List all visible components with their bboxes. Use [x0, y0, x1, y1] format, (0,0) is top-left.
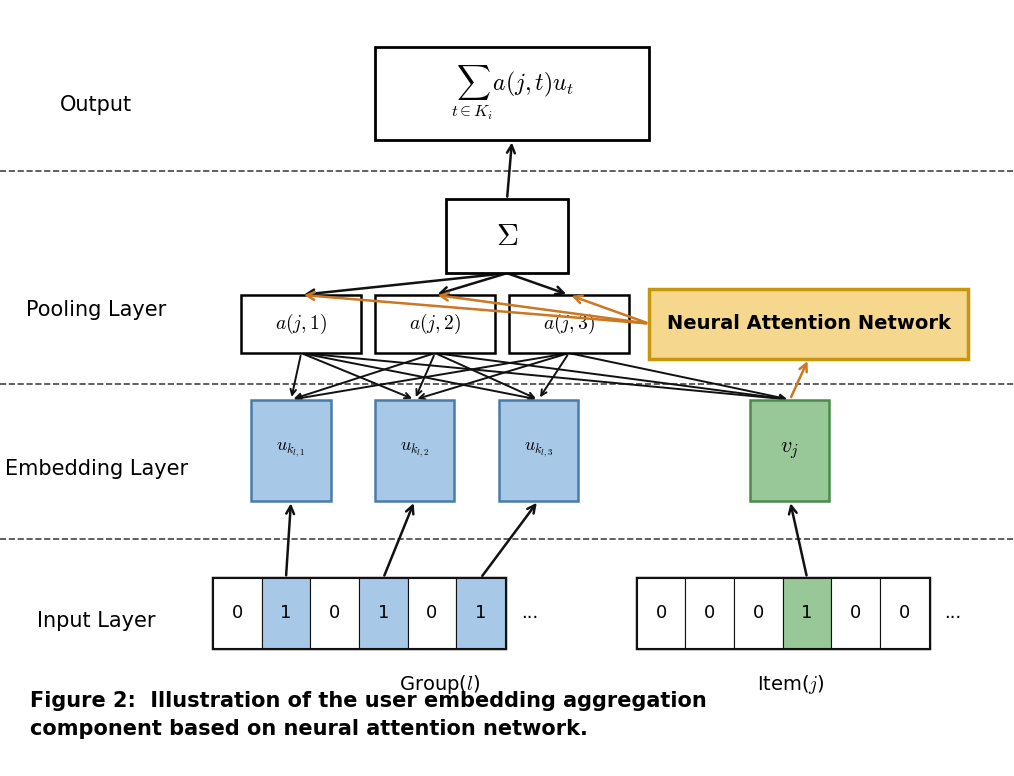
- FancyBboxPatch shape: [408, 578, 456, 648]
- Text: 1: 1: [801, 604, 813, 622]
- Text: Item($j$): Item($j$): [756, 673, 825, 696]
- FancyBboxPatch shape: [213, 578, 262, 648]
- Text: 0: 0: [231, 604, 243, 622]
- Text: $v_j$: $v_j$: [781, 439, 799, 461]
- FancyBboxPatch shape: [213, 578, 505, 648]
- FancyBboxPatch shape: [251, 400, 331, 501]
- Text: 0: 0: [329, 604, 341, 622]
- Text: 0: 0: [704, 604, 716, 622]
- Text: 1: 1: [475, 604, 487, 622]
- FancyBboxPatch shape: [359, 578, 408, 648]
- Text: 0: 0: [426, 604, 438, 622]
- FancyBboxPatch shape: [499, 400, 578, 501]
- FancyBboxPatch shape: [734, 578, 783, 648]
- FancyBboxPatch shape: [831, 578, 880, 648]
- Text: $u_{k_{l,1}}$: $u_{k_{l,1}}$: [277, 441, 305, 459]
- Text: Pooling Layer: Pooling Layer: [26, 300, 166, 320]
- FancyBboxPatch shape: [685, 578, 734, 648]
- FancyBboxPatch shape: [241, 295, 361, 353]
- Text: Embedding Layer: Embedding Layer: [5, 459, 188, 480]
- Text: 1: 1: [280, 604, 292, 622]
- FancyBboxPatch shape: [375, 295, 495, 353]
- Text: $a(j,3)$: $a(j,3)$: [542, 312, 595, 336]
- Text: Figure 2:  Illustration of the user embedding aggregation
component based on neu: Figure 2: Illustration of the user embed…: [30, 691, 707, 739]
- Text: Output: Output: [60, 95, 133, 115]
- Text: 0: 0: [655, 604, 667, 622]
- FancyBboxPatch shape: [375, 400, 454, 501]
- Text: ...: ...: [944, 604, 962, 622]
- FancyBboxPatch shape: [446, 199, 568, 273]
- FancyBboxPatch shape: [310, 578, 359, 648]
- FancyBboxPatch shape: [783, 578, 831, 648]
- FancyBboxPatch shape: [375, 47, 649, 140]
- Text: 0: 0: [898, 604, 911, 622]
- Text: $\Sigma$: $\Sigma$: [496, 222, 518, 251]
- FancyBboxPatch shape: [649, 289, 968, 359]
- Text: Neural Attention Network: Neural Attention Network: [667, 314, 950, 333]
- FancyBboxPatch shape: [880, 578, 929, 648]
- Text: 1: 1: [377, 604, 389, 622]
- FancyBboxPatch shape: [262, 578, 310, 648]
- Text: 0: 0: [850, 604, 862, 622]
- FancyBboxPatch shape: [456, 578, 505, 648]
- Text: $u_{k_{l,2}}$: $u_{k_{l,2}}$: [400, 441, 430, 459]
- Text: Input Layer: Input Layer: [38, 611, 155, 631]
- Text: ...: ...: [520, 604, 538, 622]
- FancyBboxPatch shape: [637, 578, 685, 648]
- Text: $\sum_{t \in K_i} a(j,t)u_t$: $\sum_{t \in K_i} a(j,t)u_t$: [451, 64, 573, 122]
- FancyBboxPatch shape: [637, 578, 929, 648]
- Text: Group($l$): Group($l$): [400, 673, 481, 696]
- Text: $a(j,1)$: $a(j,1)$: [275, 312, 328, 336]
- FancyBboxPatch shape: [509, 295, 629, 353]
- Text: $u_{k_{l,3}}$: $u_{k_{l,3}}$: [523, 441, 554, 459]
- FancyBboxPatch shape: [750, 400, 829, 501]
- Text: 0: 0: [752, 604, 765, 622]
- Text: $a(j,2)$: $a(j,2)$: [409, 312, 461, 336]
